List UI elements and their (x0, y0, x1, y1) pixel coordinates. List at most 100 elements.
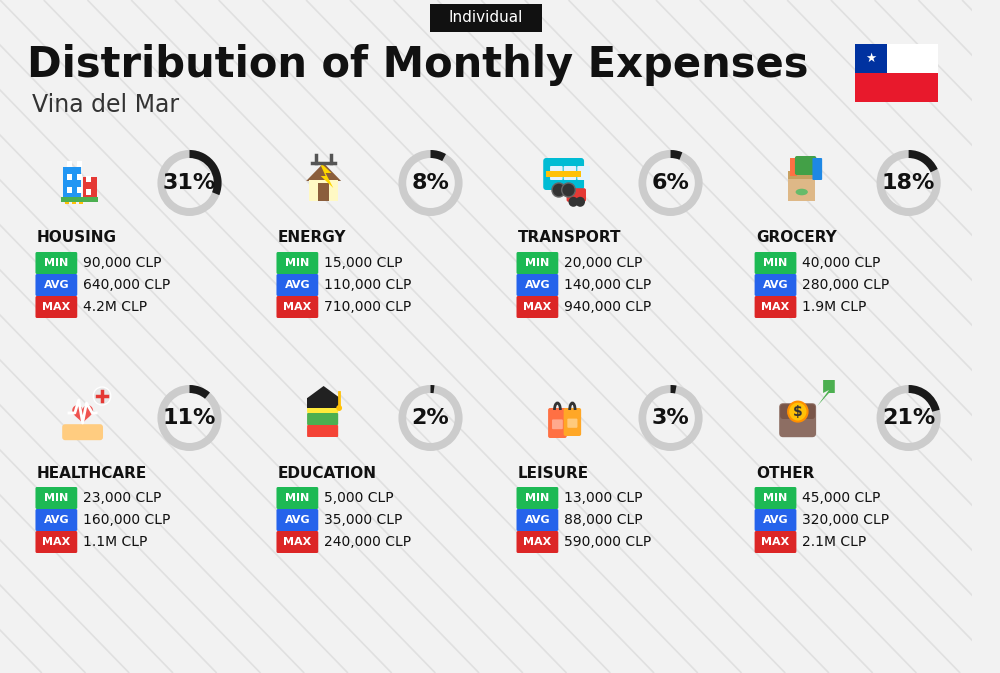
FancyBboxPatch shape (276, 509, 318, 531)
Text: AVG: AVG (525, 515, 550, 525)
Text: ENERGY: ENERGY (278, 230, 346, 246)
Text: MAX: MAX (42, 302, 70, 312)
FancyBboxPatch shape (517, 252, 558, 274)
FancyBboxPatch shape (307, 398, 340, 408)
FancyBboxPatch shape (309, 180, 338, 201)
Wedge shape (398, 150, 463, 216)
Wedge shape (877, 385, 941, 451)
FancyBboxPatch shape (795, 156, 816, 175)
Circle shape (788, 402, 808, 421)
FancyBboxPatch shape (35, 252, 77, 274)
FancyBboxPatch shape (307, 401, 338, 413)
Text: MAX: MAX (283, 302, 311, 312)
Wedge shape (638, 385, 703, 451)
FancyBboxPatch shape (755, 531, 796, 553)
Text: MIN: MIN (44, 493, 68, 503)
Polygon shape (817, 380, 835, 406)
FancyBboxPatch shape (77, 187, 82, 193)
FancyBboxPatch shape (855, 44, 938, 73)
Text: MAX: MAX (523, 302, 552, 312)
Text: 590,000 CLP: 590,000 CLP (564, 535, 651, 549)
FancyBboxPatch shape (788, 171, 815, 201)
FancyBboxPatch shape (307, 425, 338, 437)
Text: 20,000 CLP: 20,000 CLP (564, 256, 642, 270)
FancyBboxPatch shape (67, 187, 72, 193)
Text: 23,000 CLP: 23,000 CLP (83, 491, 161, 505)
FancyBboxPatch shape (548, 408, 567, 438)
Text: 40,000 CLP: 40,000 CLP (802, 256, 880, 270)
FancyBboxPatch shape (276, 274, 318, 296)
Text: MIN: MIN (44, 258, 68, 268)
Text: 11%: 11% (163, 408, 216, 428)
FancyBboxPatch shape (77, 161, 82, 167)
Wedge shape (190, 150, 222, 195)
FancyBboxPatch shape (517, 531, 558, 553)
FancyBboxPatch shape (86, 176, 91, 182)
Text: MAX: MAX (761, 302, 790, 312)
Text: 3%: 3% (652, 408, 689, 428)
FancyBboxPatch shape (517, 296, 558, 318)
Wedge shape (431, 385, 435, 393)
Ellipse shape (796, 188, 808, 195)
Text: 280,000 CLP: 280,000 CLP (802, 278, 889, 292)
Circle shape (575, 197, 585, 207)
Wedge shape (190, 385, 210, 398)
FancyBboxPatch shape (788, 171, 815, 179)
Text: 110,000 CLP: 110,000 CLP (324, 278, 411, 292)
Text: 18%: 18% (882, 173, 935, 193)
FancyBboxPatch shape (276, 531, 318, 553)
Text: EDUCATION: EDUCATION (278, 466, 377, 481)
Text: 88,000 CLP: 88,000 CLP (564, 513, 642, 527)
FancyBboxPatch shape (543, 158, 584, 190)
FancyBboxPatch shape (67, 161, 72, 167)
FancyBboxPatch shape (67, 174, 72, 180)
FancyBboxPatch shape (276, 296, 318, 318)
Text: 320,000 CLP: 320,000 CLP (802, 513, 889, 527)
Text: MIN: MIN (763, 258, 788, 268)
FancyBboxPatch shape (855, 73, 938, 102)
Text: 13,000 CLP: 13,000 CLP (564, 491, 642, 505)
Text: 1.9M CLP: 1.9M CLP (802, 300, 866, 314)
Text: MIN: MIN (285, 258, 309, 268)
FancyBboxPatch shape (430, 4, 542, 32)
Text: 5,000 CLP: 5,000 CLP (324, 491, 393, 505)
Text: AVG: AVG (44, 280, 69, 290)
FancyBboxPatch shape (577, 166, 590, 180)
Text: 940,000 CLP: 940,000 CLP (564, 300, 651, 314)
Text: GROCERY: GROCERY (756, 230, 837, 246)
FancyBboxPatch shape (564, 408, 581, 436)
Circle shape (562, 183, 575, 197)
Text: AVG: AVG (44, 515, 69, 525)
FancyBboxPatch shape (35, 487, 77, 509)
FancyBboxPatch shape (855, 44, 887, 73)
FancyBboxPatch shape (570, 188, 586, 197)
Polygon shape (307, 386, 340, 398)
Text: OTHER: OTHER (756, 466, 814, 481)
Text: MIN: MIN (285, 493, 309, 503)
Text: AVG: AVG (285, 515, 310, 525)
FancyBboxPatch shape (83, 177, 97, 201)
FancyBboxPatch shape (517, 509, 558, 531)
FancyBboxPatch shape (61, 197, 98, 202)
Wedge shape (157, 150, 222, 216)
Text: LEISURE: LEISURE (518, 466, 589, 481)
FancyBboxPatch shape (567, 189, 586, 202)
Text: MAX: MAX (523, 537, 552, 547)
FancyBboxPatch shape (546, 171, 581, 177)
Circle shape (569, 197, 578, 207)
Wedge shape (671, 150, 682, 160)
FancyBboxPatch shape (755, 296, 796, 318)
Wedge shape (157, 385, 222, 451)
Text: $: $ (793, 404, 803, 419)
Text: 710,000 CLP: 710,000 CLP (324, 300, 411, 314)
FancyBboxPatch shape (86, 189, 91, 195)
Text: 90,000 CLP: 90,000 CLP (83, 256, 161, 270)
Wedge shape (877, 150, 941, 216)
Text: 160,000 CLP: 160,000 CLP (83, 513, 170, 527)
FancyBboxPatch shape (755, 274, 796, 296)
Text: MAX: MAX (283, 537, 311, 547)
FancyBboxPatch shape (79, 200, 83, 204)
FancyBboxPatch shape (318, 183, 329, 201)
Text: 640,000 CLP: 640,000 CLP (83, 278, 170, 292)
Text: AVG: AVG (763, 515, 788, 525)
